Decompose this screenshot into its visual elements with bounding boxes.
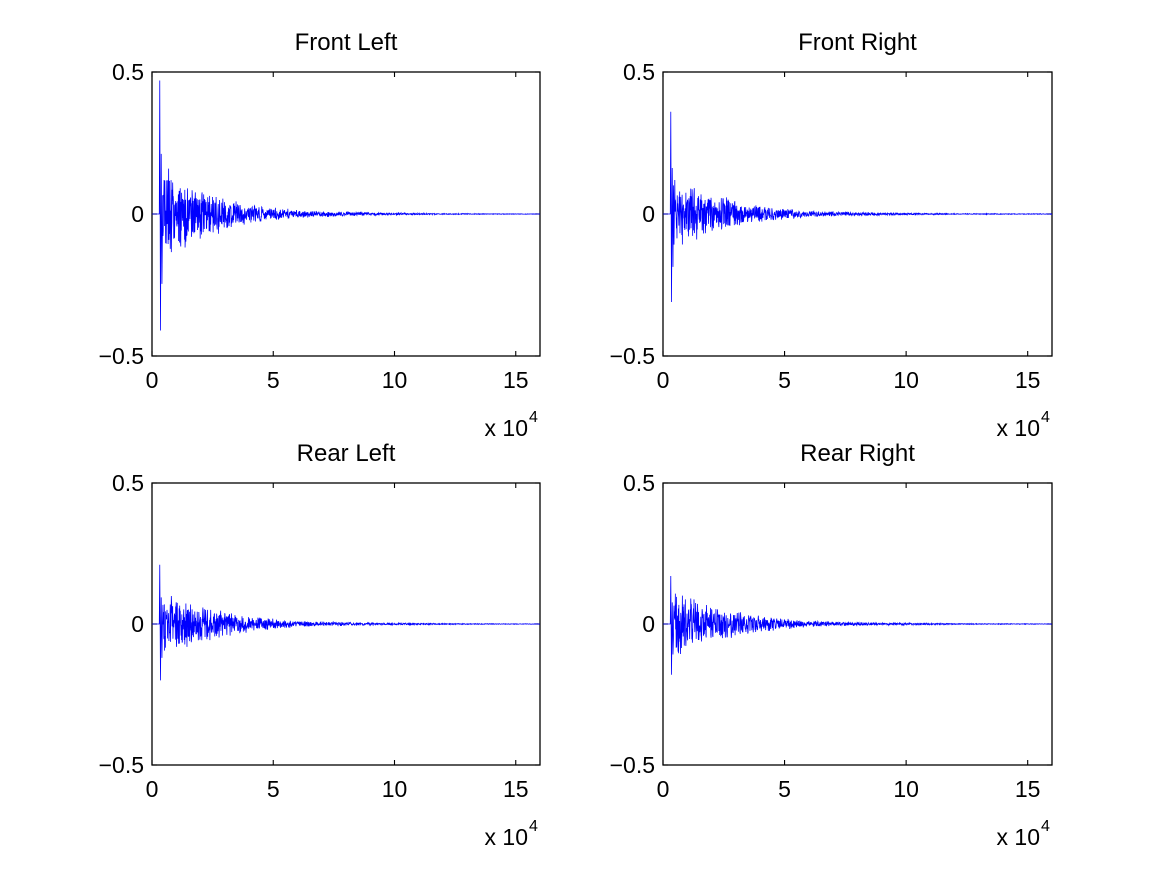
- y-tick-label-rear-left: −0.5: [99, 752, 144, 778]
- y-tick-label-rear-right: 0.5: [623, 470, 655, 496]
- x-tick-label-rear-left: 15: [503, 776, 529, 802]
- x-multiplier-front-right: x 10: [997, 415, 1040, 441]
- x-multiplier-exponent-rear-left: 4: [529, 818, 538, 835]
- x-multiplier-rear-right: x 10: [997, 824, 1040, 850]
- x-tick-label-rear-left: 0: [146, 776, 159, 802]
- y-tick-label-front-right: 0: [642, 201, 655, 227]
- x-tick-label-front-left: 0: [146, 367, 159, 393]
- x-tick-label-front-right: 0: [657, 367, 670, 393]
- series-line-rear-left: [152, 564, 541, 681]
- x-multiplier-front-left: x 10: [485, 415, 528, 441]
- x-tick-label-rear-right: 15: [1015, 776, 1041, 802]
- y-tick-label-front-right: −0.5: [610, 343, 655, 369]
- x-tick-label-rear-left: 10: [382, 776, 408, 802]
- y-tick-label-rear-right: −0.5: [610, 752, 655, 778]
- x-tick-label-rear-right: 0: [657, 776, 670, 802]
- title-rear-left: Rear Left: [297, 440, 396, 467]
- y-tick-label-rear-right: 0: [642, 611, 655, 637]
- x-tick-label-front-right: 10: [893, 367, 919, 393]
- y-tick-label-rear-left: 0: [131, 611, 144, 637]
- y-tick-label-front-left: 0.5: [112, 59, 144, 85]
- x-multiplier-exponent-front-left: 4: [529, 409, 538, 426]
- x-tick-label-rear-right: 5: [778, 776, 791, 802]
- x-tick-label-front-left: 10: [382, 367, 408, 393]
- x-multiplier-rear-left: x 10: [485, 824, 528, 850]
- y-tick-label-front-left: −0.5: [99, 343, 144, 369]
- x-tick-label-front-left: 5: [267, 367, 280, 393]
- title-rear-right: Rear Right: [800, 440, 915, 467]
- title-front-left: Front Left: [295, 29, 398, 56]
- series-line-front-right: [663, 111, 1053, 303]
- y-tick-label-front-left: 0: [131, 201, 144, 227]
- x-tick-label-front-right: 15: [1015, 367, 1041, 393]
- x-tick-label-rear-left: 5: [267, 776, 280, 802]
- x-multiplier-exponent-front-right: 4: [1041, 409, 1050, 426]
- title-front-right: Front Right: [798, 29, 917, 56]
- x-tick-label-rear-right: 10: [893, 776, 919, 802]
- x-tick-label-front-right: 5: [778, 367, 791, 393]
- y-tick-label-rear-left: 0.5: [112, 470, 144, 496]
- x-tick-label-front-left: 15: [503, 367, 529, 393]
- y-tick-label-front-right: 0.5: [623, 59, 655, 85]
- series-line-rear-right: [663, 576, 1053, 675]
- x-multiplier-exponent-rear-right: 4: [1041, 818, 1050, 835]
- series-line-front-left: [152, 80, 541, 331]
